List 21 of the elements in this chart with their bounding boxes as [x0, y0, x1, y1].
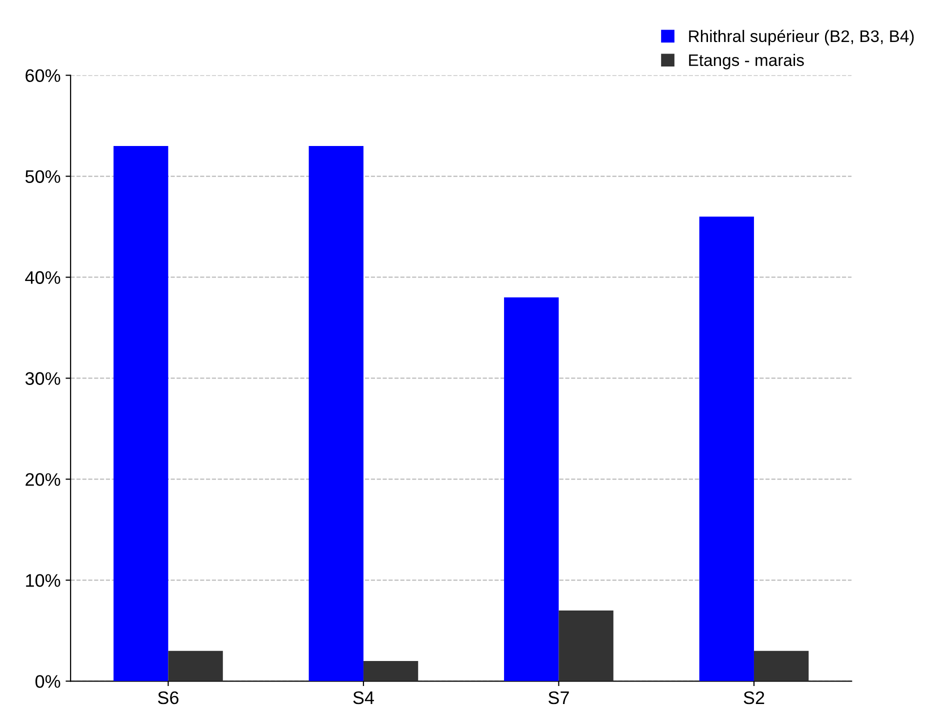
x-tick-label: S7 — [548, 691, 569, 704]
bar — [363, 660, 418, 682]
bar — [754, 650, 809, 682]
y-tick-label: 10% — [26, 574, 60, 587]
y-tick-label: 40% — [25, 271, 60, 284]
y-tick-label: 50% — [25, 170, 60, 183]
bar — [558, 610, 614, 682]
y-tick-label: 30% — [25, 372, 60, 385]
bar — [114, 146, 168, 682]
bar — [168, 650, 223, 682]
x-tick-label: S6 — [158, 691, 178, 704]
bar — [699, 216, 754, 682]
legend-label: Etangs - marais — [689, 54, 804, 70]
bar — [504, 297, 559, 682]
y-tick-label: 20% — [26, 473, 60, 486]
bar — [308, 146, 364, 682]
legend-label: Rhithral supérieur (B2, B3, B4) — [689, 30, 914, 46]
x-tick-label: S4 — [353, 691, 374, 704]
x-tick-label: S2 — [744, 691, 764, 704]
y-tick-label: 0% — [35, 675, 60, 688]
y-tick-label: 60% — [26, 69, 60, 82]
